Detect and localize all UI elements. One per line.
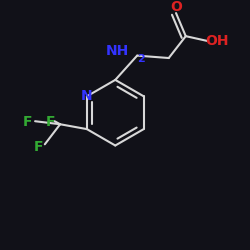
Text: O: O: [170, 0, 182, 14]
Text: 2: 2: [137, 54, 144, 64]
Text: OH: OH: [206, 34, 229, 48]
Text: NH: NH: [106, 44, 129, 58]
Text: F: F: [34, 140, 43, 154]
Text: F: F: [23, 116, 32, 130]
Text: N: N: [81, 89, 93, 103]
Text: F: F: [46, 116, 56, 130]
